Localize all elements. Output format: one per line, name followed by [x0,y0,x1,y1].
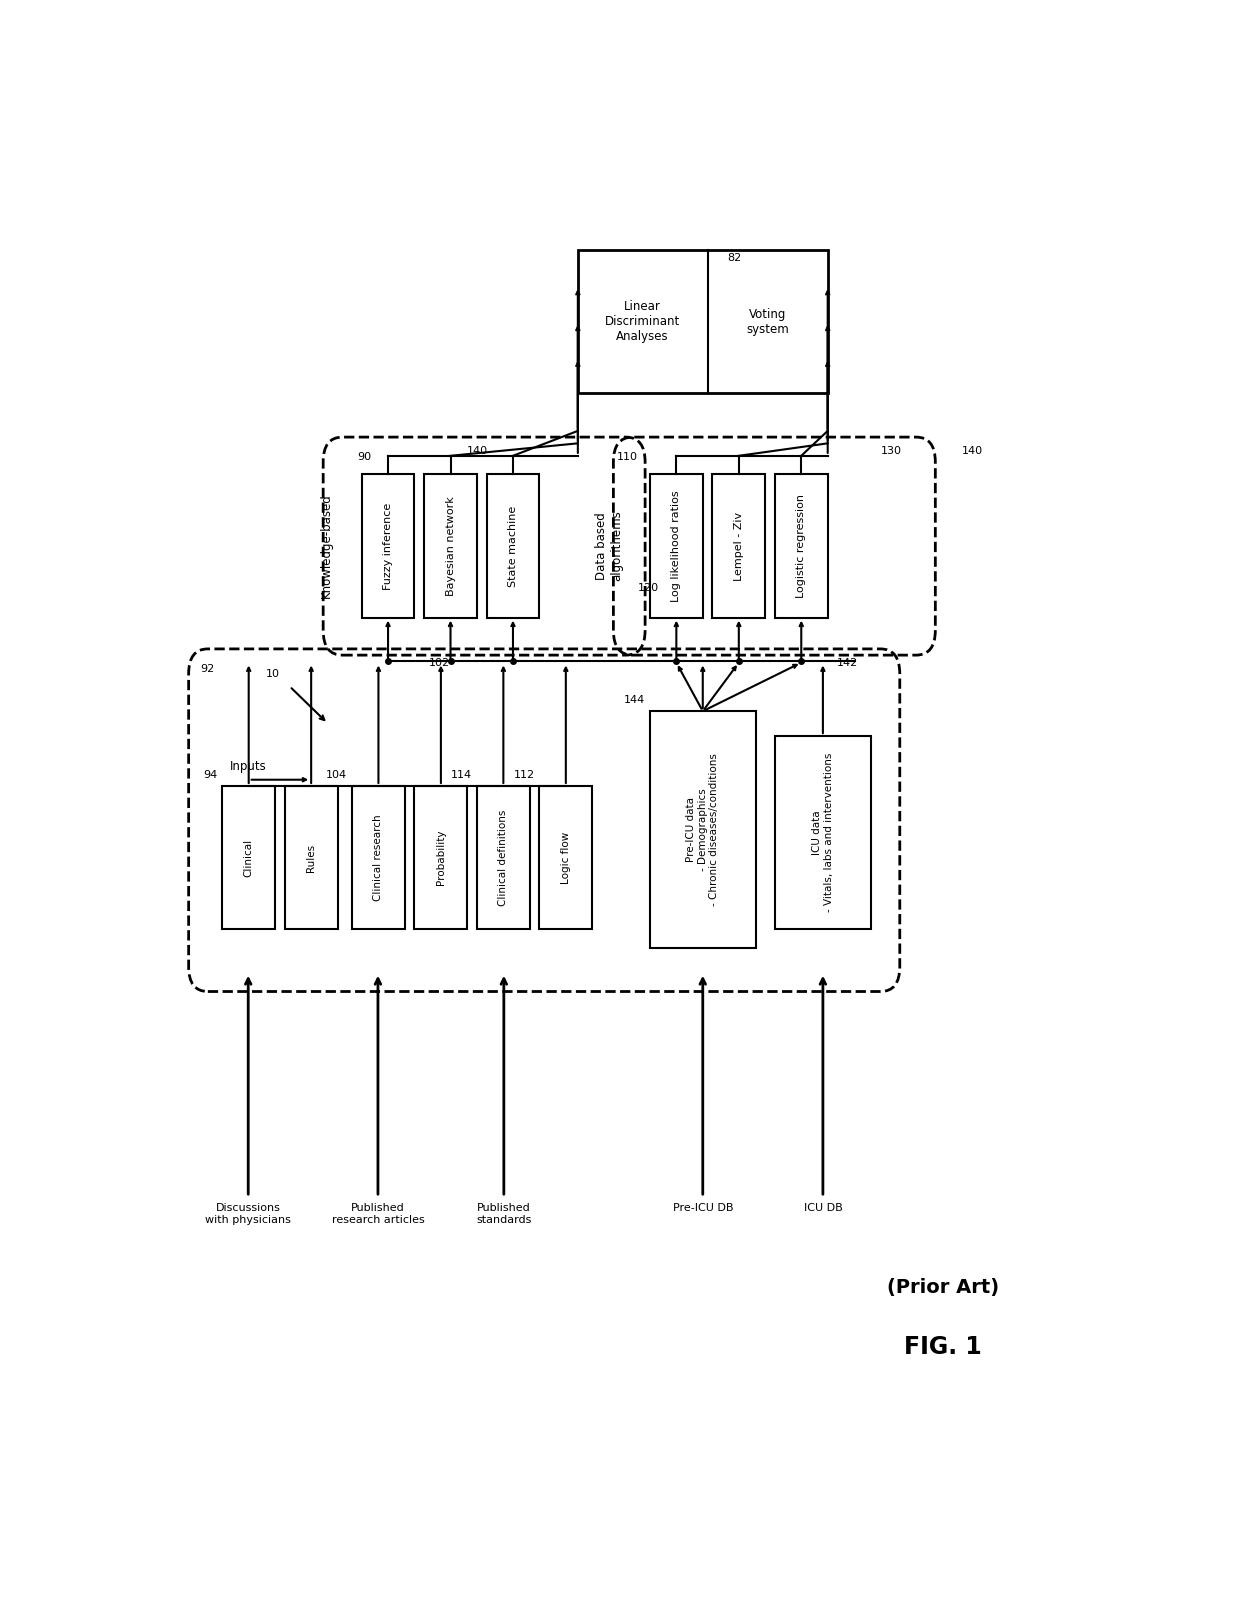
Text: Clinical: Clinical [244,838,254,877]
Text: 92: 92 [201,663,215,673]
Text: (Prior Art): (Prior Art) [887,1278,999,1296]
Text: Log likelihood ratios: Log likelihood ratios [671,490,681,602]
Text: Data based
algorithems: Data based algorithems [595,511,622,581]
FancyBboxPatch shape [650,712,755,948]
Text: 104: 104 [326,770,347,780]
Text: 94: 94 [203,770,217,780]
FancyBboxPatch shape [712,474,765,618]
Text: 112: 112 [513,770,534,780]
Text: Linear
Discriminant
Analyses: Linear Discriminant Analyses [605,301,681,343]
Text: 10: 10 [265,668,280,680]
Text: Published
research articles: Published research articles [331,1204,424,1225]
Text: State machine: State machine [508,505,518,587]
FancyBboxPatch shape [486,474,539,618]
Text: 120: 120 [637,582,658,592]
FancyBboxPatch shape [352,786,404,929]
Text: Inputs: Inputs [231,760,267,773]
Text: Fuzzy inference: Fuzzy inference [383,503,393,589]
FancyBboxPatch shape [539,786,593,929]
Text: Voting
system: Voting system [746,307,789,337]
Text: 110: 110 [616,451,637,463]
Text: Logic flow: Logic flow [560,832,570,883]
FancyBboxPatch shape [775,474,828,618]
Text: 142: 142 [837,657,858,668]
Text: Logistic regression: Logistic regression [796,493,806,599]
Text: Clinical research: Clinical research [373,814,383,901]
FancyBboxPatch shape [414,786,467,929]
Text: 140: 140 [962,447,983,456]
Text: ICU data
- Vitals, labs and interventions: ICU data - Vitals, labs and intervention… [812,752,833,913]
FancyBboxPatch shape [477,786,529,929]
Text: FIG. 1: FIG. 1 [904,1335,982,1359]
Text: Bayesian network: Bayesian network [445,497,455,595]
Text: 144: 144 [624,696,645,705]
Text: Lempel - Ziv: Lempel - Ziv [734,511,744,581]
Text: 140: 140 [467,447,489,456]
Text: 130: 130 [880,447,901,456]
FancyBboxPatch shape [578,251,828,393]
Text: 102: 102 [429,657,450,668]
Text: Pre-ICU data
- Demographics
- Chronic diseases/conditions: Pre-ICU data - Demographics - Chronic di… [686,752,719,906]
FancyBboxPatch shape [362,474,414,618]
Text: Pre-ICU DB: Pre-ICU DB [672,1204,733,1214]
Text: Published
standards: Published standards [476,1204,532,1225]
FancyBboxPatch shape [222,786,275,929]
Text: ICU DB: ICU DB [804,1204,842,1214]
Text: Rules: Rules [306,843,316,872]
Text: Discussions
with physicians: Discussions with physicians [206,1204,291,1225]
Text: Clinical definitions: Clinical definitions [498,809,508,906]
FancyBboxPatch shape [650,474,703,618]
Text: Probability: Probability [436,830,446,885]
Text: 82: 82 [727,252,742,262]
Text: Knowledge-based: Knowledge-based [320,493,332,599]
FancyBboxPatch shape [775,736,870,929]
Text: 114: 114 [451,770,472,780]
FancyBboxPatch shape [285,786,337,929]
FancyBboxPatch shape [424,474,477,618]
Text: 90: 90 [357,451,371,463]
